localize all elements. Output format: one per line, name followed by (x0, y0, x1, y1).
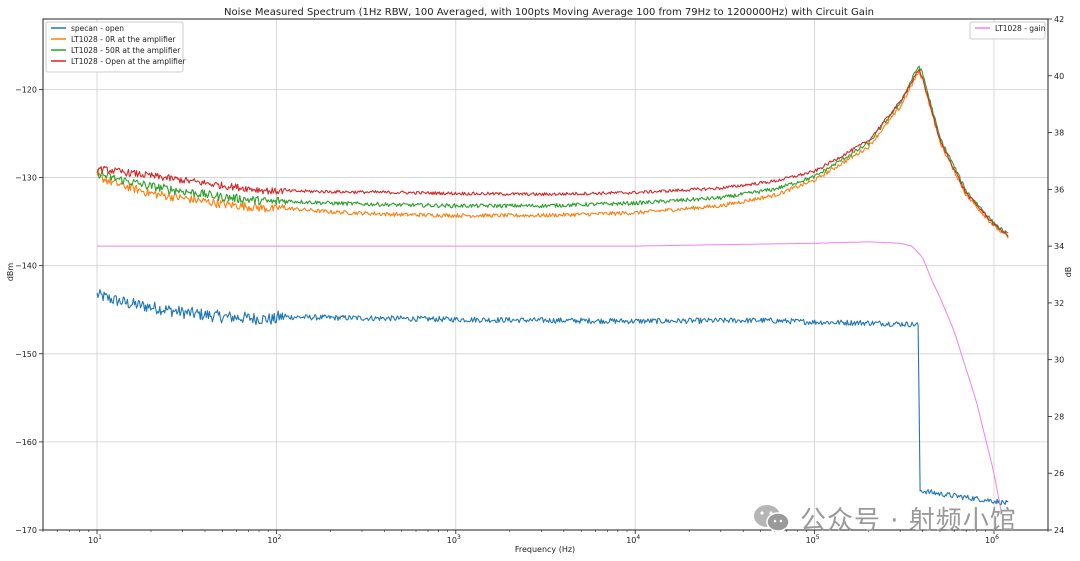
x-axis-label: Frequency (Hz) (515, 545, 575, 554)
legend-left: specan - open LT1028 - 0R at the amplifie… (45, 21, 186, 73)
y-tick-label: −140 (15, 262, 37, 271)
axis-ticks: 101 102 103 104 105 106 −120 −130 −140 −150 −160 −1… (15, 15, 1064, 545)
chart-title: Noise Measured Spectrum (1Hz RBW, 100 Av… (224, 7, 874, 18)
x-tick-label: 105 (806, 534, 820, 545)
legend-label: LT1028 - 50R at the amplifier (71, 46, 181, 55)
y2-tick-label: 38 (1054, 129, 1064, 138)
x-tick-label: 102 (267, 534, 281, 545)
grid-lines (43, 19, 1048, 531)
y-tick-label: −130 (15, 174, 37, 183)
x-tick-label: 104 (626, 534, 640, 545)
plot-area-frame (42, 18, 1049, 531)
y2-tick-label: 34 (1054, 242, 1064, 251)
y-axis-label-left: dBm (6, 263, 15, 282)
legend-label: LT1028 - Open at the amplifier (71, 57, 186, 66)
y2-tick-label: 28 (1054, 412, 1064, 421)
legend-label: specan - open (71, 24, 124, 33)
series-line (96, 289, 1009, 506)
y-tick-label: −160 (15, 438, 37, 447)
y-tick-label: −120 (15, 85, 37, 94)
series-line (97, 241, 1002, 514)
series-line (96, 70, 1009, 239)
y2-tick-label: 40 (1054, 72, 1064, 81)
legend-box (969, 21, 1046, 40)
series-line (96, 69, 1009, 237)
y2-tick-label: 26 (1054, 469, 1064, 478)
y-axis-label-right: dB (1064, 267, 1073, 278)
legend-label: LT1028 - gain (995, 24, 1046, 33)
watermark: 公众号 · 射频小馆 (752, 500, 1017, 537)
wechat-logo-icon (754, 504, 790, 532)
legend-label: LT1028 - 0R at the amplifier (71, 35, 176, 44)
series-line (96, 65, 1009, 234)
y-tick-label: −150 (15, 350, 37, 359)
x-tick-label: 101 (88, 534, 102, 545)
x-tick-label: 106 (985, 534, 999, 545)
y2-tick-label: 42 (1054, 15, 1064, 24)
series-lines (96, 65, 1009, 514)
y2-tick-label: 36 (1054, 185, 1064, 194)
y2-tick-label: 32 (1054, 299, 1064, 308)
y2-tick-label: 24 (1054, 526, 1064, 535)
y2-tick-label: 30 (1054, 356, 1064, 365)
x-tick-label: 103 (447, 534, 461, 545)
legend-right: LT1028 - gain (969, 21, 1046, 40)
legend-box (45, 21, 184, 73)
y-tick-label: −170 (15, 526, 37, 535)
watermark-text: 公众号 · 射频小馆 (800, 506, 1017, 536)
